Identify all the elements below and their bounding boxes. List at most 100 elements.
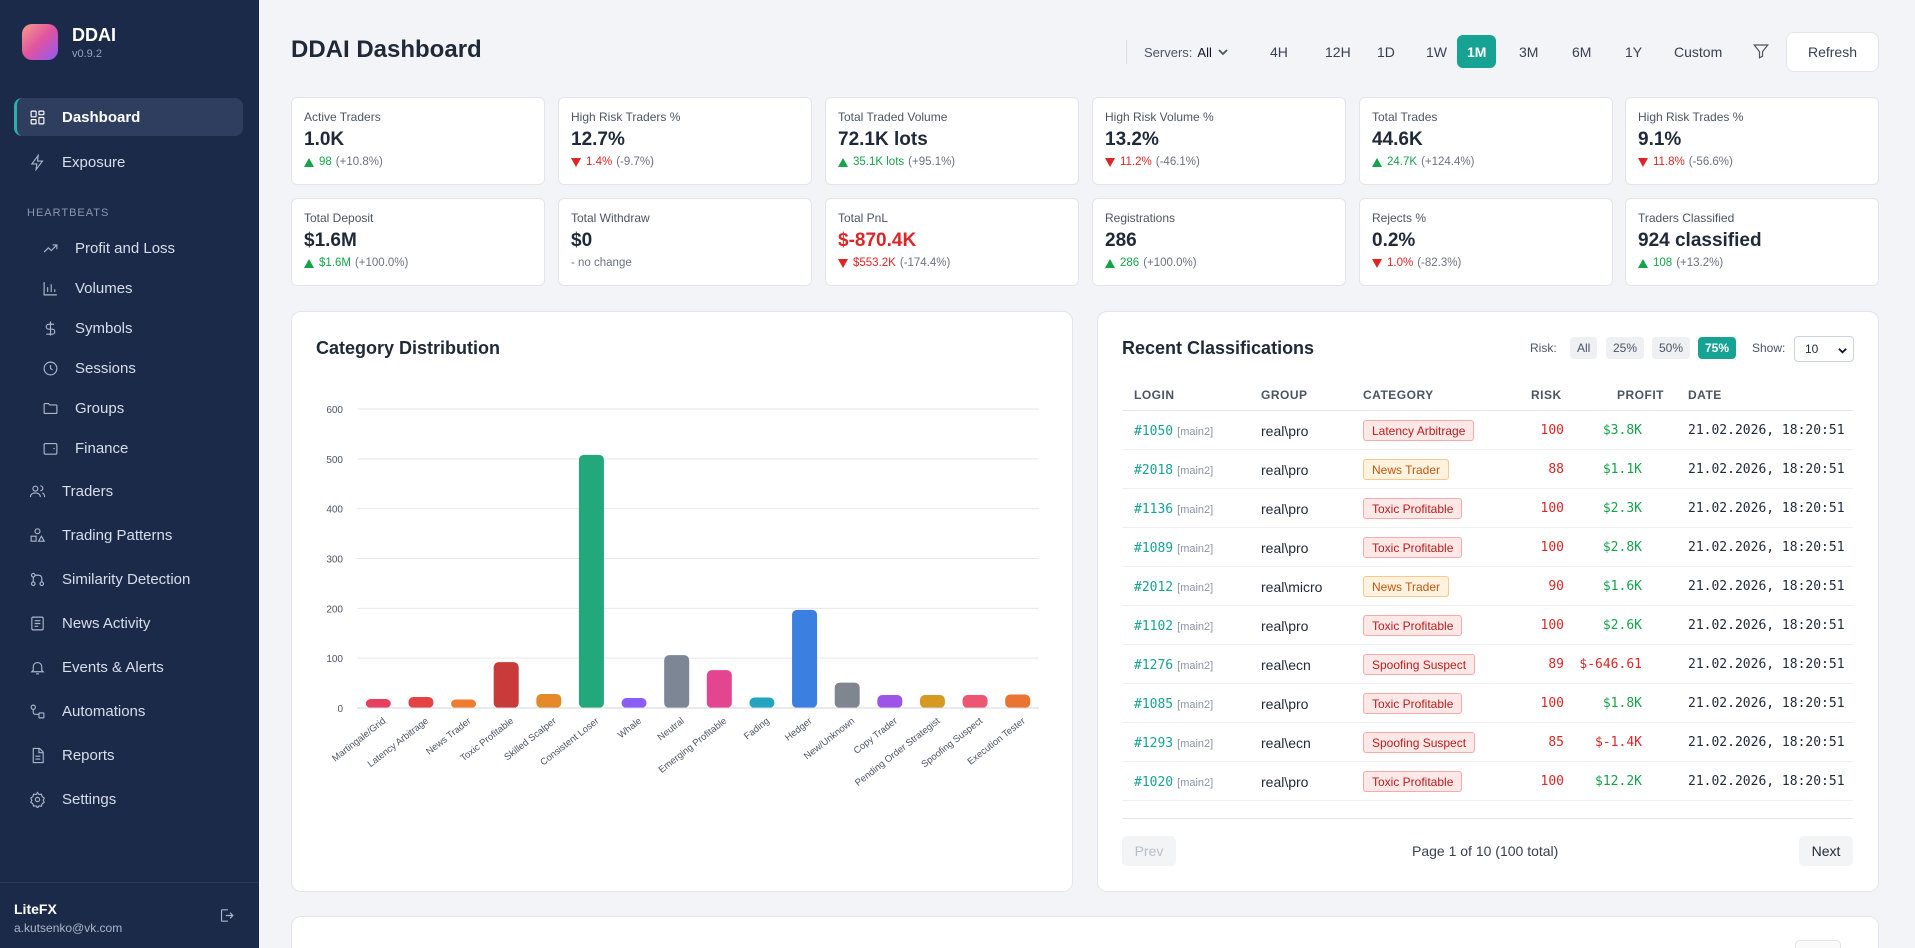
login-link[interactable]: #2018: [1134, 463, 1174, 478]
page-size-select[interactable]: 10: [1794, 336, 1854, 362]
category-badge: Toxic Profitable: [1363, 615, 1463, 636]
sidebar-item-settings[interactable]: Settings: [14, 780, 243, 818]
login-link[interactable]: #1050: [1134, 424, 1174, 439]
refresh-button[interactable]: Refresh: [1786, 32, 1879, 72]
sidebar-item-label: Profit and Loss: [75, 239, 176, 257]
category-badge: Spoofing Suspect: [1363, 654, 1476, 675]
timeframe-1m[interactable]: 1M: [1457, 35, 1497, 68]
table-row[interactable]: #2018 [main2] real\pro News Trader 88 $1.…: [1122, 450, 1853, 489]
table-row[interactable]: #1050 [main2] real\pro Latency Arbitrage …: [1122, 411, 1853, 450]
timeframe-1w[interactable]: 1W: [1426, 43, 1447, 60]
chart-bar[interactable]: [493, 662, 519, 708]
column-header-category[interactable]: CATEGORY: [1363, 388, 1434, 402]
table-row[interactable]: #1276 [main2] real\ecn Spoofing Suspect 8…: [1122, 645, 1853, 684]
timeframe-1y[interactable]: 1Y: [1625, 43, 1643, 60]
login-link[interactable]: #1102: [1134, 619, 1174, 634]
sidebar-item-volumes[interactable]: Volumes: [27, 269, 243, 307]
timeframe-3m[interactable]: 3M: [1519, 43, 1539, 60]
login-link[interactable]: #2012: [1134, 580, 1174, 595]
table-row[interactable]: #1102 [main2] real\pro Toxic Profitable 1…: [1122, 606, 1853, 645]
column-header-profit[interactable]: PROFIT: [1617, 388, 1664, 402]
chart-bar[interactable]: [664, 655, 690, 708]
login-link[interactable]: #1020: [1134, 775, 1174, 790]
chart-bar[interactable]: [792, 609, 818, 708]
sidebar-item-news-activity[interactable]: News Activity: [14, 604, 243, 642]
stat-change-pct: (+95.1%): [908, 156, 956, 168]
risk-filter-25[interactable]: 25%: [1606, 337, 1645, 359]
risk-filter-75[interactable]: 75%: [1698, 337, 1737, 359]
sidebar-item-groups[interactable]: Groups: [27, 389, 243, 427]
risk-cell: 100: [1540, 696, 1564, 711]
risk-cell: 88: [1548, 462, 1564, 477]
column-header-risk[interactable]: RISK: [1531, 388, 1562, 402]
chart-bar[interactable]: [365, 699, 391, 708]
chart-bar[interactable]: [451, 699, 477, 708]
category-badge: Toxic Profitable: [1363, 498, 1463, 519]
folder-icon: [41, 399, 59, 417]
column-header-date[interactable]: DATE: [1688, 388, 1722, 402]
table-row[interactable]: #1089 [main2] real\pro Toxic Profitable 1…: [1122, 528, 1853, 567]
sidebar-item-reports[interactable]: Reports: [14, 736, 243, 774]
chart-bar[interactable]: [919, 695, 945, 708]
login-link[interactable]: #1276: [1134, 658, 1174, 673]
stat-change-amount: 1.0%: [1387, 257, 1414, 269]
sidebar-item-traders[interactable]: Traders: [14, 472, 243, 510]
profit-cell: $-1.4K: [1595, 735, 1642, 750]
chart-bar[interactable]: [749, 697, 775, 708]
filter-icon[interactable]: [1752, 42, 1770, 60]
login-link[interactable]: #1089: [1134, 541, 1174, 556]
group-cell: real\micro: [1261, 579, 1323, 595]
table-row[interactable]: #1085 [main2] real\pro Toxic Profitable 1…: [1122, 684, 1853, 723]
prev-page-button[interactable]: Prev: [1122, 836, 1176, 866]
column-header-group[interactable]: GROUP: [1261, 388, 1308, 402]
sidebar-item-finance[interactable]: Finance: [27, 429, 243, 467]
login-server: [main2]: [1177, 738, 1214, 750]
timeframe-6m[interactable]: 6M: [1572, 43, 1592, 60]
sidebar-item-trading-patterns[interactable]: Trading Patterns: [14, 516, 243, 554]
timeframe-1d[interactable]: 1D: [1377, 43, 1395, 60]
sidebar-item-label: Automations: [62, 702, 146, 720]
brand[interactable]: DDAI v0.9.2: [22, 24, 116, 60]
group-cell: real\pro: [1261, 423, 1309, 439]
sidebar-item-exposure[interactable]: Exposure: [14, 143, 243, 181]
timeframe-custom[interactable]: Custom: [1674, 43, 1723, 60]
table-row[interactable]: #2012 [main2] real\micro News Trader 90 $…: [1122, 567, 1853, 606]
login-link[interactable]: #1293: [1134, 736, 1174, 751]
chart-bar[interactable]: [621, 698, 647, 708]
timeframe-4h[interactable]: 4H: [1270, 43, 1288, 60]
stat-change: 108 (+13.2%): [1638, 257, 1866, 269]
logout-icon[interactable]: [218, 907, 236, 925]
category-badge: Toxic Profitable: [1363, 693, 1463, 714]
sidebar-item-events-alerts[interactable]: Events & Alerts: [14, 648, 243, 686]
sidebar-item-similarity-detection[interactable]: Similarity Detection: [14, 560, 243, 598]
sidebar-item-dashboard[interactable]: Dashboard: [14, 98, 243, 136]
table-row[interactable]: #1293 [main2] real\ecn Spoofing Suspect 8…: [1122, 723, 1853, 762]
risk-filter-all[interactable]: All: [1570, 337, 1598, 359]
login-link[interactable]: #1085: [1134, 697, 1174, 712]
show-label: Show:: [1752, 341, 1786, 355]
risk-filter-50[interactable]: 50%: [1652, 337, 1691, 359]
chart-bar[interactable]: [1005, 694, 1031, 708]
timeframe-12h[interactable]: 12H: [1325, 43, 1351, 60]
chart-bar[interactable]: [962, 695, 988, 708]
login-server: [main2]: [1177, 543, 1214, 555]
servers-select[interactable]: Servers: All: [1134, 37, 1238, 67]
chart-bar[interactable]: [578, 454, 604, 708]
stat-card: High Risk Traders % 12.7% 1.4% (-9.7%): [558, 97, 812, 185]
sidebar-item-automations[interactable]: Automations: [14, 692, 243, 730]
chart-bar[interactable]: [536, 694, 562, 708]
chart-bar[interactable]: [834, 682, 860, 708]
column-header-login[interactable]: LOGIN: [1134, 388, 1175, 402]
sidebar-item-profit-and-loss[interactable]: Profit and Loss: [27, 229, 243, 267]
lower-panel-button[interactable]: [1795, 940, 1841, 948]
chart-bar[interactable]: [877, 695, 903, 708]
sidebar-item-sessions[interactable]: Sessions: [27, 349, 243, 387]
chart-bar[interactable]: [706, 670, 732, 708]
sidebar-item-label: Volumes: [75, 279, 133, 297]
next-page-button[interactable]: Next: [1799, 836, 1853, 866]
login-link[interactable]: #1136: [1134, 502, 1174, 517]
table-row[interactable]: #1136 [main2] real\pro Toxic Profitable 1…: [1122, 489, 1853, 528]
chart-bar[interactable]: [408, 697, 434, 708]
table-row[interactable]: #1020 [main2] real\pro Toxic Profitable 1…: [1122, 762, 1853, 801]
sidebar-item-symbols[interactable]: Symbols: [27, 309, 243, 347]
